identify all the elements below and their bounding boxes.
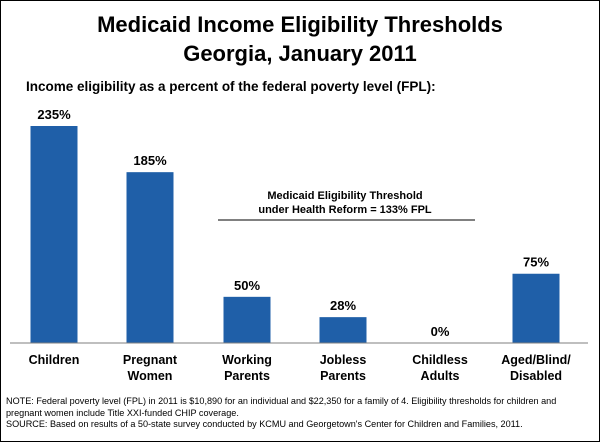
category-label-2-0: Working xyxy=(222,353,272,367)
bar-2 xyxy=(223,296,271,343)
chart-subtitle: Income eligibility as a percent of the f… xyxy=(26,79,436,94)
bar-value-label-3: 28% xyxy=(330,298,356,313)
category-label-3-0: Jobless xyxy=(320,353,367,367)
category-labels-layer: Children Pregnant Women Working Parents Joble… xyxy=(29,353,572,383)
bar-value-label-2: 50% xyxy=(234,278,260,293)
bars-layer xyxy=(30,126,560,343)
chart-title-line2: Georgia, January 2011 xyxy=(183,41,417,66)
bar-3 xyxy=(319,317,367,343)
bar-value-label-5: 75% xyxy=(523,255,549,270)
threshold-annotation-line2: under Health Reform = 133% FPL xyxy=(258,204,432,216)
threshold-annotation: Medicaid Eligibility Threshold under Hea… xyxy=(218,190,475,221)
category-label-1-1: Women xyxy=(128,369,173,383)
labels-layer: 235% 185% 50% 28% 0% 75% xyxy=(37,107,549,339)
category-label-4-0: Childless xyxy=(412,353,468,367)
chart-title-line1: Medicaid Income Eligibility Thresholds xyxy=(97,12,503,37)
bar-5 xyxy=(512,273,560,343)
bar-value-label-1: 185% xyxy=(133,153,167,168)
category-label-3-1: Parents xyxy=(320,369,366,383)
bar-1 xyxy=(126,172,174,343)
source-line: SOURCE: Based on results of a 50-state s… xyxy=(6,419,523,429)
category-label-1-0: Pregnant xyxy=(123,353,178,367)
category-label-4-1: Adults xyxy=(421,369,460,383)
bar-value-label-0: 235% xyxy=(37,107,71,122)
category-label-5-1: Disabled xyxy=(510,369,562,383)
bar-value-label-4: 0% xyxy=(431,324,450,339)
bar-0 xyxy=(30,126,78,343)
category-label-5-0: Aged/Blind/ xyxy=(501,353,571,367)
chart-notes: NOTE: Federal poverty level (FPL) in 201… xyxy=(6,396,594,431)
chart-title: Medicaid Income Eligibility Thresholds G… xyxy=(0,10,600,68)
note-line-2: pregnant women include Title XXI-funded … xyxy=(6,407,239,418)
threshold-annotation-line1: Medicaid Eligibility Threshold xyxy=(267,190,422,202)
category-label-2-1: Parents xyxy=(224,369,270,383)
note-line-1: NOTE: Federal poverty level (FPL) in 201… xyxy=(6,396,557,406)
category-label-0-0: Children xyxy=(29,353,80,367)
